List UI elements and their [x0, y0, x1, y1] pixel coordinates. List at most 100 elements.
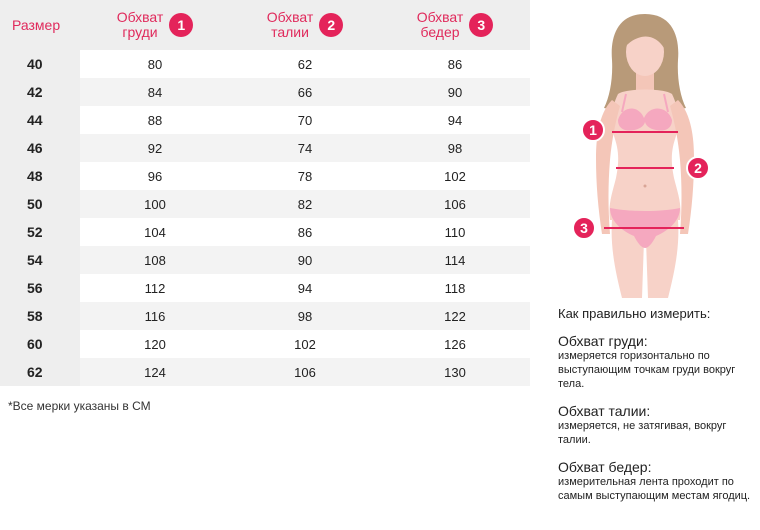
size-cell: 40: [0, 50, 80, 78]
bust-header-label: Обхват груди: [116, 9, 164, 40]
waist-column-header: Обхват талии 2: [230, 0, 380, 50]
waist-cell: 94: [230, 274, 380, 302]
waist-cell: 70: [230, 106, 380, 134]
size-cell: 46: [0, 134, 80, 162]
waist-cell: 74: [230, 134, 380, 162]
body-figure: 1 2 3: [572, 14, 710, 298]
size-table: Размер Обхват груди 1 Обхват талии 2 Обх…: [0, 0, 530, 386]
table-row: 58 116 98 122: [0, 302, 530, 330]
hips-cell: 110: [380, 218, 530, 246]
bust-cell: 88: [80, 106, 230, 134]
waist-cell: 78: [230, 162, 380, 190]
hips-cell: 118: [380, 274, 530, 302]
svg-text:3: 3: [580, 220, 588, 236]
guide-item-bust: Обхват груди: измеряется горизонтально п…: [558, 333, 758, 391]
svg-text:2: 2: [694, 160, 702, 176]
guide-item-hips: Обхват бедер: измерительная лента проход…: [558, 459, 758, 503]
right-arm-shape: [670, 100, 694, 234]
waist-cell: 98: [230, 302, 380, 330]
waist-marker: 2: [686, 156, 710, 180]
guide-item-waist: Обхват талии: измеряется, не затягивая, …: [558, 403, 758, 447]
waist-cell: 102: [230, 330, 380, 358]
table-row: 52 104 86 110: [0, 218, 530, 246]
size-cell: 58: [0, 302, 80, 330]
size-cell: 48: [0, 162, 80, 190]
measure-guide: Как правильно измерить: Обхват груди: из…: [558, 306, 758, 515]
bust-cell: 100: [80, 190, 230, 218]
size-cell: 44: [0, 106, 80, 134]
torso-shape: [609, 89, 681, 220]
size-column-header: Размер: [0, 0, 80, 50]
hips-cell: 94: [380, 106, 530, 134]
waist-cell: 66: [230, 78, 380, 106]
bust-cell: 108: [80, 246, 230, 274]
table-body: 40 80 62 86 42 84 66 90 44 88 70 94 46 92 74 98 48 96 78 10…: [0, 50, 530, 386]
size-cell: 60: [0, 330, 80, 358]
waist-cell: 86: [230, 218, 380, 246]
hips-cell: 90: [380, 78, 530, 106]
bust-marker: 1: [581, 118, 605, 142]
waist-cell: 90: [230, 246, 380, 274]
guide-heading: Обхват груди:: [558, 333, 648, 349]
size-cell: 54: [0, 246, 80, 274]
size-cell: 56: [0, 274, 80, 302]
bra-shape: [618, 108, 672, 131]
hips-cell: 98: [380, 134, 530, 162]
guide-title: Как правильно измерить:: [558, 306, 711, 321]
hips-marker: 3: [572, 216, 596, 240]
table-row: 46 92 74 98: [0, 134, 530, 162]
table-row: 62 124 106 130: [0, 358, 530, 386]
waist-cell: 62: [230, 50, 380, 78]
size-cell: 52: [0, 218, 80, 246]
hips-column-header: Обхват бедер 3: [380, 0, 530, 50]
bust-cell: 80: [80, 50, 230, 78]
waist-cell: 106: [230, 358, 380, 386]
waist-cell: 82: [230, 190, 380, 218]
hips-cell: 86: [380, 50, 530, 78]
bust-column-header: Обхват груди 1: [80, 0, 230, 50]
size-cell: 42: [0, 78, 80, 106]
bust-cell: 104: [80, 218, 230, 246]
size-header-label: Размер: [12, 17, 61, 33]
hips-cell: 126: [380, 330, 530, 358]
table-row: 56 112 94 118: [0, 274, 530, 302]
guide-desc: измеряется горизонтально по выступающим …: [558, 350, 736, 390]
bust-cell: 120: [80, 330, 230, 358]
table-row: 44 88 70 94: [0, 106, 530, 134]
table-row: 42 84 66 90: [0, 78, 530, 106]
waist-header-label: Обхват талии: [266, 9, 314, 40]
bust-cell: 124: [80, 358, 230, 386]
bust-cell: 96: [80, 162, 230, 190]
hips-number-badge: 3: [469, 13, 494, 37]
guide-desc: измеряется, не затягивая, вокруг талии.: [558, 420, 727, 446]
legs-shape: [611, 220, 679, 298]
bust-cell: 84: [80, 78, 230, 106]
svg-text:1: 1: [589, 122, 597, 138]
bust-cell: 92: [80, 134, 230, 162]
hips-cell: 106: [380, 190, 530, 218]
table-header: Размер Обхват груди 1 Обхват талии 2 Обх…: [0, 0, 530, 50]
guide-desc: измерительная лента проходит по самым вы…: [558, 476, 751, 502]
face-shape: [626, 28, 664, 76]
waist-number-badge: 2: [319, 13, 344, 37]
hips-cell: 102: [380, 162, 530, 190]
footnote: *Все мерки указаны в СМ: [8, 399, 151, 413]
navel-shape: [643, 184, 647, 188]
bust-cell: 116: [80, 302, 230, 330]
hips-cell: 114: [380, 246, 530, 274]
bust-cell: 112: [80, 274, 230, 302]
table-row: 50 100 82 106: [0, 190, 530, 218]
table-row: 48 96 78 102: [0, 162, 530, 190]
hips-header-label: Обхват бедер: [416, 9, 464, 40]
hips-cell: 130: [380, 358, 530, 386]
hips-cell: 122: [380, 302, 530, 330]
hair-fringe-icon: [626, 22, 666, 48]
guide-heading: Обхват бедер:: [558, 459, 652, 475]
size-cell: 62: [0, 358, 80, 386]
size-cell: 50: [0, 190, 80, 218]
table-row: 60 120 102 126: [0, 330, 530, 358]
table-row: 40 80 62 86: [0, 50, 530, 78]
bust-number-badge: 1: [169, 13, 194, 37]
guide-heading: Обхват талии:: [558, 403, 651, 419]
table-row: 54 108 90 114: [0, 246, 530, 274]
